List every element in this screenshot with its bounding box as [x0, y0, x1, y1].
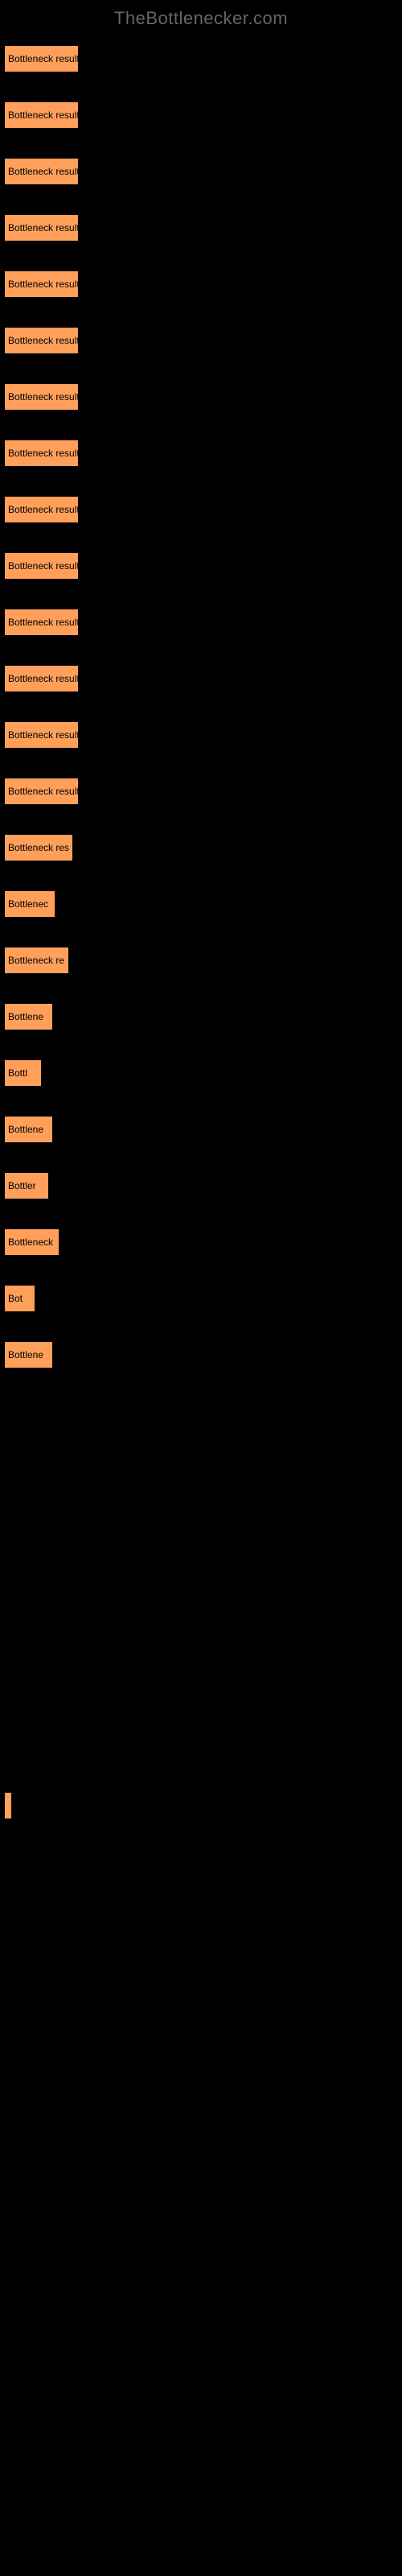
bar-label: Bottleneck result — [8, 729, 79, 741]
bar-row — [4, 1397, 398, 1425]
chart-bar: Bottleneck res — [4, 834, 73, 861]
bar-label: Bottleneck result — [8, 166, 79, 177]
chart-bar: Bottleneck result — [4, 778, 79, 805]
header: TheBottlenecker.com — [0, 0, 402, 37]
bar-label: Bottleneck result — [8, 560, 79, 572]
bar-row — [4, 1623, 398, 1650]
bar-row — [4, 1848, 398, 1876]
bar-row: Bottl — [4, 1059, 398, 1087]
bar-row: Bottleneck result — [4, 270, 398, 298]
bar-row — [4, 1510, 398, 1538]
bar-label: Bottleneck result — [8, 504, 79, 515]
bar-row — [4, 2468, 398, 2496]
bar-label: Bottleneck result — [8, 786, 79, 797]
chart-bar: Bottleneck result — [4, 609, 79, 636]
chart-bar: Bottlene — [4, 1341, 53, 1368]
bar-row: Bottleneck result — [4, 440, 398, 467]
bar-row — [4, 1736, 398, 1763]
bar-row — [4, 1961, 398, 1988]
chart-bar: Bottleneck result — [4, 101, 79, 129]
bar-label: Bot — [8, 1293, 23, 1304]
bar-label: Bottleneck result — [8, 391, 79, 402]
bar-label: Bottleneck res — [8, 842, 69, 853]
bar-row: Bottleneck — [4, 1228, 398, 1256]
bar-row: Bottlenec — [4, 890, 398, 918]
bar-row — [4, 2130, 398, 2157]
bar-label: Bottleneck result — [8, 335, 79, 346]
bar-label: Bottlene — [8, 1349, 43, 1360]
bar-row — [4, 2355, 398, 2383]
bar-row: Bot — [4, 1285, 398, 1312]
chart-bar — [4, 1792, 12, 1819]
bar-label: Bottleneck result — [8, 109, 79, 121]
bar-label: Bottleneck — [8, 1236, 53, 1248]
bar-label: Bottlenec — [8, 898, 48, 910]
chart-bar: Bottleneck result — [4, 383, 79, 411]
bar-label: Bottleneck result — [8, 448, 79, 459]
bar-row: Bottleneck result — [4, 101, 398, 129]
bar-row — [4, 2412, 398, 2439]
site-title: TheBottlenecker.com — [114, 8, 288, 28]
bar-row — [4, 2243, 398, 2270]
chart-bar: Bottleneck result — [4, 327, 79, 354]
chart-bar: Bottleneck re — [4, 947, 69, 974]
bar-label: Bottlene — [8, 1011, 43, 1022]
bar-label: Bottleneck result — [8, 673, 79, 684]
bar-row — [4, 2186, 398, 2214]
chart-bar: Bottleneck result — [4, 552, 79, 580]
bar-row: Bottlene — [4, 1116, 398, 1143]
chart-container: Bottleneck result Bottleneck result Bottle… — [0, 37, 402, 2541]
bar-label: Bottleneck result — [8, 617, 79, 628]
bar-row: Bottleneck result — [4, 214, 398, 242]
bar-label: Bottl — [8, 1067, 27, 1079]
bar-label: Bottleneck result — [8, 53, 79, 64]
bar-row — [4, 2017, 398, 2045]
bar-row: Bottleneck result — [4, 45, 398, 72]
bar-row: Bottlene — [4, 1341, 398, 1368]
bar-row — [4, 1905, 398, 1932]
bar-row — [4, 1567, 398, 1594]
bar-row: Bottleneck result — [4, 721, 398, 749]
bar-label: Bottleneck re — [8, 955, 64, 966]
bar-row — [4, 2074, 398, 2101]
bar-row: Bottleneck res — [4, 834, 398, 861]
chart-bar: Bottleneck result — [4, 45, 79, 72]
chart-bar: Bottleneck result — [4, 440, 79, 467]
bar-row — [4, 1454, 398, 1481]
chart-bar: Bottleneck — [4, 1228, 59, 1256]
bar-row: Bottlene — [4, 1003, 398, 1030]
bar-row: Bottleneck result — [4, 383, 398, 411]
bar-row — [4, 1679, 398, 1707]
chart-bar: Bottleneck result — [4, 158, 79, 185]
bar-row: Bottleneck result — [4, 327, 398, 354]
chart-bar: Bottleneck result — [4, 721, 79, 749]
bar-row — [4, 1792, 398, 1819]
bar-row: Bottleneck re — [4, 947, 398, 974]
chart-bar: Bottlene — [4, 1116, 53, 1143]
chart-bar: Bottleneck result — [4, 270, 79, 298]
bar-row: Bottleneck result — [4, 496, 398, 523]
chart-bar: Bot — [4, 1285, 35, 1312]
bar-label: Bottleneck result — [8, 222, 79, 233]
chart-bar: Bottleneck result — [4, 214, 79, 242]
chart-bar: Bottl — [4, 1059, 42, 1087]
bar-row: Bottleneck result — [4, 609, 398, 636]
bar-label: Bottlene — [8, 1124, 43, 1135]
chart-bar: Bottler — [4, 1172, 49, 1199]
chart-bar: Bottlene — [4, 1003, 53, 1030]
bar-row: Bottleneck result — [4, 552, 398, 580]
bar-row: Bottleneck result — [4, 665, 398, 692]
chart-bar: Bottleneck result — [4, 665, 79, 692]
chart-bar: Bottlenec — [4, 890, 55, 918]
bar-row: Bottleneck result — [4, 158, 398, 185]
bar-row: Bottler — [4, 1172, 398, 1199]
bar-label: Bottleneck result — [8, 279, 79, 290]
chart-bar: Bottleneck result — [4, 496, 79, 523]
bar-label: Bottler — [8, 1180, 36, 1191]
bar-row: Bottleneck result — [4, 778, 398, 805]
bar-row — [4, 2299, 398, 2326]
